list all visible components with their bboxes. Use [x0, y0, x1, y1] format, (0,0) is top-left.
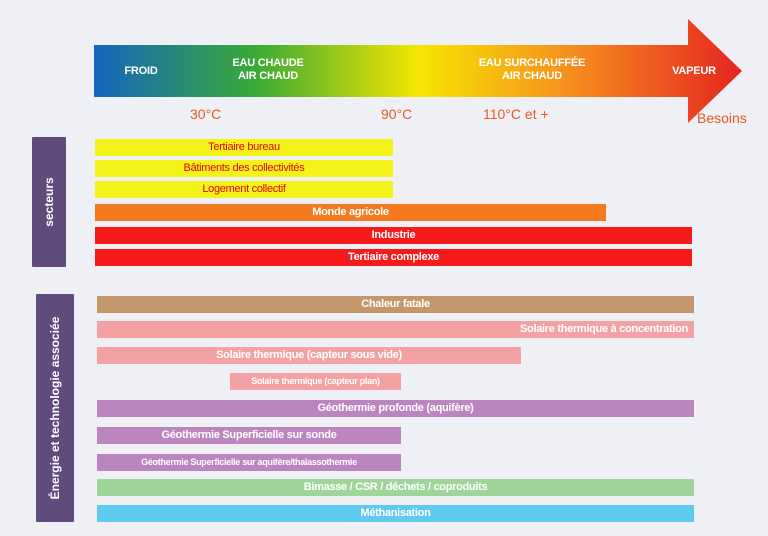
secteur-bar-tertiaire-complexe: Tertiaire complexe: [95, 249, 692, 266]
energie-panel: Énergie et technologie associée: [36, 294, 74, 522]
arrow-label-eau-chaude: EAU CHAUDE AIR CHAUD: [232, 57, 304, 82]
temp-90: 90°C: [381, 106, 413, 122]
secteur-bar-monde-agricole: Monde agricole: [95, 204, 606, 221]
energie-bar-solaire-concentration: Solaire thermique à concentration: [97, 321, 694, 338]
energie-bar-geothermie-profonde: Géothermie profonde (aquifère): [97, 400, 694, 417]
energie-bar-solaire-plan: Solaire thermique (capteur plan): [230, 373, 401, 390]
arrow-label-vapeur: VAPEUR: [672, 65, 716, 77]
secteur-bar-batiments-collectivites: Bâtiments des collectivités: [95, 160, 393, 177]
axis-label-besoins: Besoins: [697, 110, 747, 126]
arrow-label-eau-surchauffee: EAU SURCHAUFFÉE AIR CHAUD: [478, 57, 586, 82]
secteurs-panel: secteurs: [32, 137, 66, 267]
energie-bar-solaire-sous-vide: Solaire thermique (capteur sous vide): [97, 347, 521, 364]
secteur-bar-industrie: Industrie: [95, 227, 692, 244]
temp-30: 30°C: [190, 106, 222, 122]
energie-title: Énergie et technologie associée: [48, 316, 62, 500]
energie-bar-biomasse: Bimasse / CSR / déchets / coproduits: [97, 479, 694, 496]
energie-bar-methanisation: Méthanisation: [97, 505, 694, 522]
arrow-label-froid: FROID: [124, 65, 158, 77]
temp-110: 110°C et +: [483, 106, 549, 122]
energie-bar-geothermie-sonde: Géothermie Superficielle sur sonde: [97, 427, 401, 444]
energie-bar-chaleur-fatale: Chaleur fatale: [97, 296, 694, 313]
secteur-bar-tertiaire-bureau: Tertiaire bureau: [95, 139, 393, 156]
secteur-bar-logement-collectif: Logement collectif: [95, 181, 393, 198]
energie-bar-geothermie-aquifere: Géothermie Superficielle sur aquifère/th…: [97, 454, 401, 471]
secteurs-title: secteurs: [42, 177, 56, 227]
temperature-arrow: [94, 19, 742, 123]
